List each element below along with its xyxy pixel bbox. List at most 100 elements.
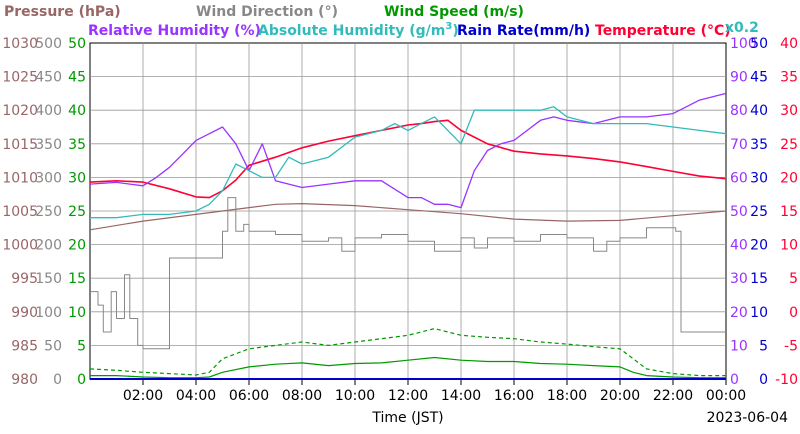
tick-label-relative-humidity: 10 bbox=[730, 338, 748, 354]
tick-label-temperature: 5 bbox=[789, 271, 798, 287]
tick-label-pressure: 990 bbox=[11, 305, 38, 321]
tick-label-rain-rate: 0 bbox=[759, 372, 768, 388]
tick-label-rain-rate: 10 bbox=[750, 305, 768, 321]
tick-label-wind-direction: 200 bbox=[35, 238, 62, 254]
tick-label-wind-direction: 100 bbox=[35, 305, 62, 321]
tick-label-wind-speed: 20 bbox=[68, 238, 86, 254]
tick-label-wind-direction: 450 bbox=[35, 70, 62, 86]
legend-pressure: Pressure (hPa) bbox=[4, 4, 121, 20]
tick-label-rain-rate: 40 bbox=[750, 103, 768, 119]
legend-wind-direction: Wind Direction (°) bbox=[196, 4, 338, 20]
tick-label-wind-direction: 300 bbox=[35, 170, 62, 186]
tick-label-pressure: 1030 bbox=[2, 36, 38, 52]
x-tick-label: 20:00 bbox=[600, 388, 640, 404]
tick-label-relative-humidity: 80 bbox=[730, 103, 748, 119]
tick-label-rain-rate: 30 bbox=[750, 170, 768, 186]
x-tick-label: 10:00 bbox=[335, 388, 375, 404]
tick-label-wind-speed: 45 bbox=[68, 70, 86, 86]
tick-label-relative-humidity: 40 bbox=[730, 238, 748, 254]
tick-label-wind-speed: 0 bbox=[77, 372, 86, 388]
tick-label-pressure: 980 bbox=[11, 372, 38, 388]
grid bbox=[90, 43, 726, 379]
tick-label-wind-speed: 15 bbox=[68, 271, 86, 287]
tick-label-pressure: 995 bbox=[11, 271, 38, 287]
tick-label-wind-direction: 0 bbox=[53, 372, 62, 388]
x-tick-label: 12:00 bbox=[388, 388, 428, 404]
tick-label-pressure: 1010 bbox=[2, 170, 38, 186]
tick-label-temperature: 0 bbox=[789, 305, 798, 321]
tick-label-wind-speed: 30 bbox=[68, 170, 86, 186]
x-tick-label: 22:00 bbox=[653, 388, 693, 404]
legend-absolute-humidity-sup: 3 bbox=[445, 21, 452, 32]
tick-label-temperature: 30 bbox=[780, 103, 798, 119]
tick-label-rain-rate: 35 bbox=[750, 137, 768, 153]
series-wind-speed-line bbox=[90, 356, 726, 379]
tick-label-pressure: 1020 bbox=[2, 103, 38, 119]
tick-label-relative-humidity: 70 bbox=[730, 137, 748, 153]
tick-label-pressure: 1005 bbox=[2, 204, 38, 220]
tick-label-relative-humidity: 0 bbox=[730, 372, 739, 388]
tick-label-temperature: 15 bbox=[780, 204, 798, 220]
tick-label-wind-speed: 40 bbox=[68, 103, 86, 119]
tick-label-wind-direction: 500 bbox=[35, 36, 62, 52]
series-relative-humidity-line bbox=[89, 92, 727, 209]
tick-label-wind-direction: 250 bbox=[35, 204, 62, 220]
tick-label-temperature: 40 bbox=[780, 36, 798, 52]
tick-label-wind-speed: 10 bbox=[68, 305, 86, 321]
tick-label-wind-speed: 50 bbox=[68, 36, 86, 52]
tick-label-rain-rate: 5 bbox=[759, 338, 768, 354]
legend-wind-speed: Wind Speed (m/s) bbox=[384, 4, 524, 20]
tick-label-relative-humidity: 90 bbox=[730, 70, 748, 86]
legend-rain-multiplier: x0.2 bbox=[725, 20, 759, 36]
tick-label-rain-rate: 20 bbox=[750, 238, 768, 254]
tick-label-pressure: 1025 bbox=[2, 70, 38, 86]
x-axis-label: Time (JST) bbox=[371, 410, 443, 426]
tick-label-wind-direction: 350 bbox=[35, 137, 62, 153]
x-tick-label: 18:00 bbox=[547, 388, 587, 404]
date-label: 2023-06-04 bbox=[707, 410, 788, 426]
x-tick-label: 14:00 bbox=[441, 388, 481, 404]
tick-label-wind-speed: 5 bbox=[77, 338, 86, 354]
legend-absolute-humidity-close: ) bbox=[452, 23, 458, 39]
tick-label-wind-direction: 400 bbox=[35, 103, 62, 119]
legend-absolute-humidity: Absolute Humidity (g/m3) bbox=[258, 21, 459, 39]
tick-label-temperature: -5 bbox=[784, 338, 798, 354]
legend-relative-humidity: Relative Humidity (%) bbox=[88, 23, 261, 39]
tick-label-pressure: 1000 bbox=[2, 238, 38, 254]
tick-label-wind-direction: 150 bbox=[35, 271, 62, 287]
tick-label-relative-humidity: 20 bbox=[730, 305, 748, 321]
x-tick-label: 08:00 bbox=[282, 388, 322, 404]
tick-label-temperature: 35 bbox=[780, 70, 798, 86]
legend-rain-rate: Rain Rate(mm/h) bbox=[457, 23, 590, 39]
tick-label-relative-humidity: 30 bbox=[730, 271, 748, 287]
series-pressure-line bbox=[89, 203, 727, 231]
tick-label-relative-humidity: 100 bbox=[730, 36, 757, 52]
tick-label-relative-humidity: 60 bbox=[730, 170, 748, 186]
x-tick-label: 02:00 bbox=[123, 388, 163, 404]
tick-label-wind-speed: 35 bbox=[68, 137, 86, 153]
series-absolute-humidity-line bbox=[90, 106, 727, 219]
legend-absolute-humidity-main: Absolute Humidity (g/m bbox=[258, 23, 445, 39]
series-wind-direction-line bbox=[90, 197, 726, 350]
right-axes: 0102030405060708090100051015202530354045… bbox=[730, 36, 798, 388]
tick-label-pressure: 985 bbox=[11, 338, 38, 354]
tick-label-wind-direction: 50 bbox=[44, 338, 62, 354]
tick-label-pressure: 1015 bbox=[2, 137, 38, 153]
legend-temperature: Temperature (°C) bbox=[595, 23, 731, 39]
tick-label-wind-speed: 25 bbox=[68, 204, 86, 220]
series-temperature-line bbox=[89, 119, 727, 199]
tick-label-relative-humidity: 50 bbox=[730, 204, 748, 220]
tick-label-temperature: 20 bbox=[780, 170, 798, 186]
x-tick-label: 06:00 bbox=[229, 388, 269, 404]
tick-label-rain-rate: 50 bbox=[750, 36, 768, 52]
tick-label-rain-rate: 45 bbox=[750, 70, 768, 86]
tick-label-rain-rate: 25 bbox=[750, 204, 768, 220]
x-tick-label: 16:00 bbox=[494, 388, 534, 404]
tick-label-rain-rate: 15 bbox=[750, 271, 768, 287]
left-axes: 9809859909951000100510101015102010251030… bbox=[2, 36, 86, 388]
tick-label-temperature: -10 bbox=[775, 372, 798, 388]
tick-label-temperature: 10 bbox=[780, 238, 798, 254]
series-lines bbox=[89, 92, 727, 380]
x-tick-label: 04:00 bbox=[176, 388, 216, 404]
